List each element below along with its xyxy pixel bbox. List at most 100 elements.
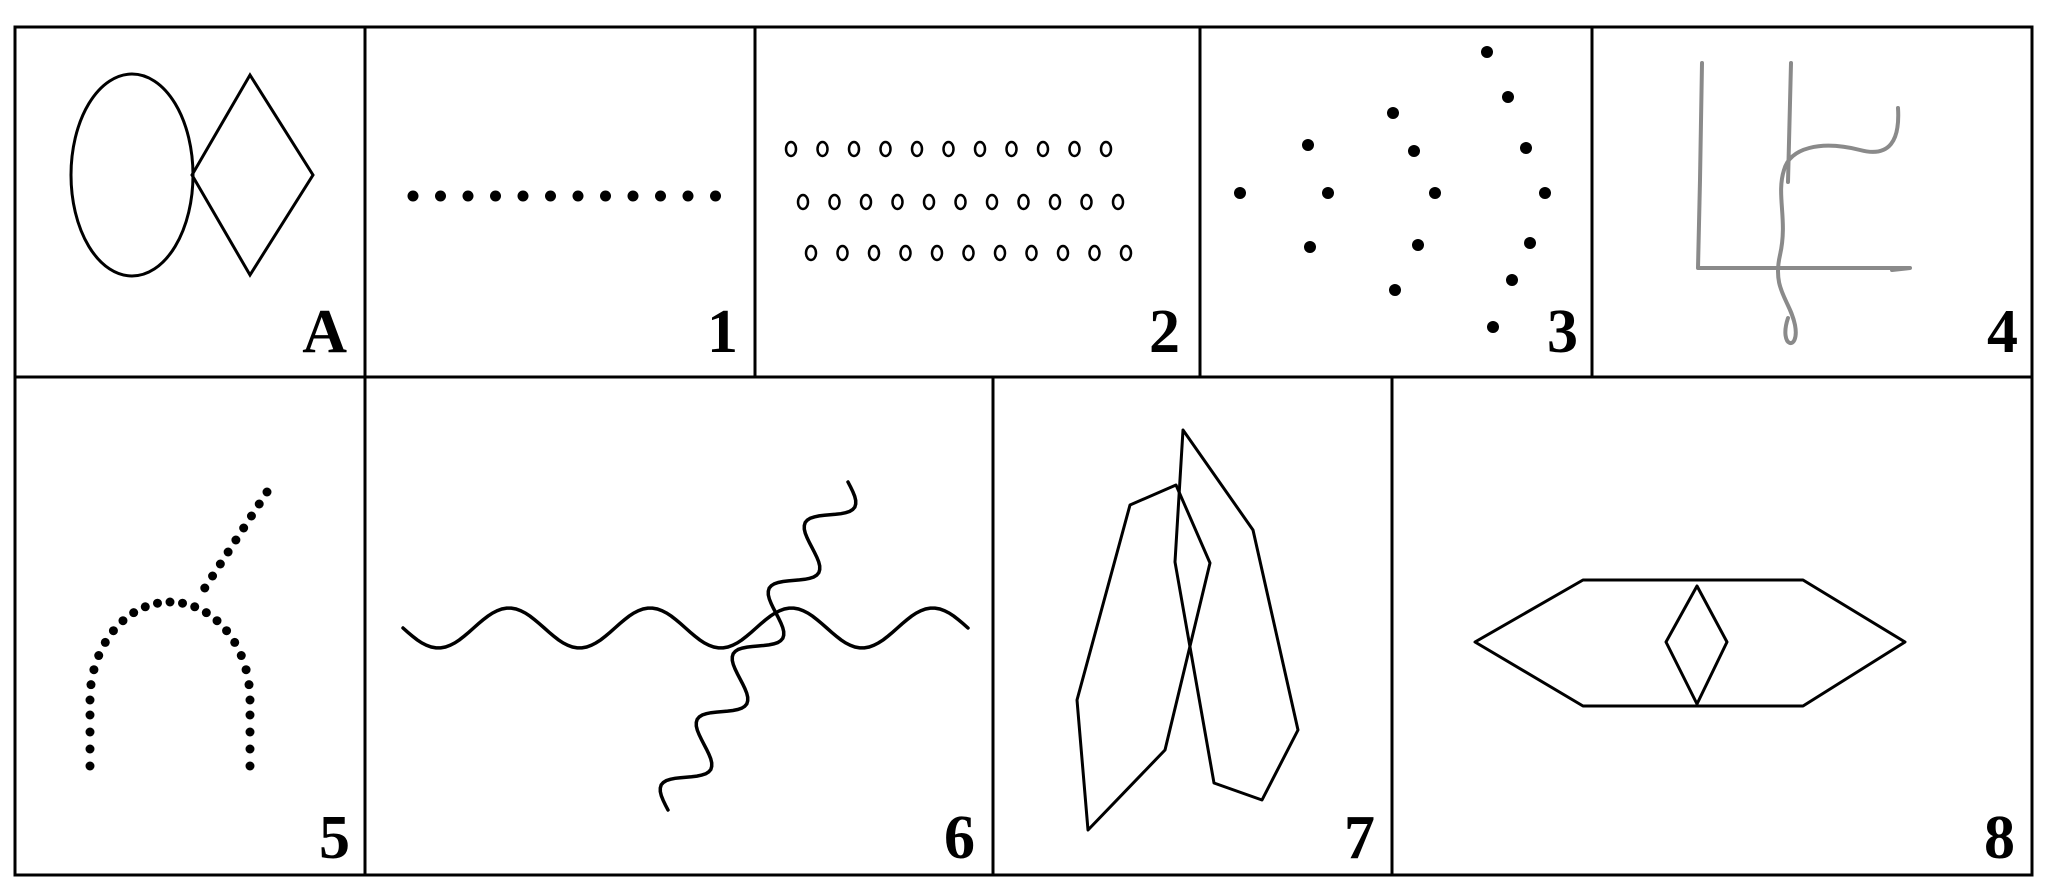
dot xyxy=(545,190,556,202)
panel-5 xyxy=(85,487,272,771)
small-circle xyxy=(1119,244,1133,262)
panel-label-7: 7 xyxy=(1344,804,1375,872)
dot xyxy=(1412,239,1424,251)
dot xyxy=(1304,241,1316,253)
dot xyxy=(165,597,175,607)
dot xyxy=(85,710,95,720)
dot xyxy=(1481,46,1493,58)
dot xyxy=(244,680,254,690)
dot xyxy=(435,190,446,202)
panel-3 xyxy=(1234,46,1551,333)
small-circle xyxy=(1099,140,1113,158)
dot xyxy=(152,598,162,608)
small-circle xyxy=(993,244,1007,262)
small-circle xyxy=(859,193,873,211)
small-circle xyxy=(985,193,999,211)
small-circle xyxy=(847,140,861,158)
dot xyxy=(129,608,139,618)
dot xyxy=(245,744,255,754)
dot xyxy=(212,616,222,626)
dot xyxy=(462,190,474,202)
dot xyxy=(1429,187,1441,199)
dot xyxy=(85,744,95,754)
panel-6 xyxy=(401,480,970,812)
dot xyxy=(108,626,118,636)
dot xyxy=(118,616,128,626)
small-circle xyxy=(804,244,818,262)
panel-label-5: 5 xyxy=(319,804,350,872)
panel-label-2: 2 xyxy=(1149,298,1180,366)
grid-outer-border xyxy=(13,25,2034,877)
sketch-comb xyxy=(1696,61,1912,272)
dot xyxy=(246,511,256,521)
dot xyxy=(1539,187,1551,199)
small-circle xyxy=(816,140,829,158)
dot xyxy=(1502,91,1514,103)
small-circle xyxy=(1005,140,1018,158)
panel-label-4: 4 xyxy=(1987,298,2018,366)
dot xyxy=(190,602,200,612)
panel-label-3: 3 xyxy=(1547,298,1578,366)
dot xyxy=(201,608,211,618)
dot xyxy=(1487,321,1499,333)
panel-a xyxy=(69,72,315,278)
dot xyxy=(231,535,241,545)
diamond-shape xyxy=(190,72,315,278)
dot xyxy=(89,665,99,675)
small-circle xyxy=(891,193,904,211)
long-hexagon xyxy=(1473,578,1907,708)
dot xyxy=(1408,145,1420,157)
hexagon-left xyxy=(1075,483,1212,832)
panel-2 xyxy=(784,140,1133,262)
dot xyxy=(1322,187,1334,199)
dot xyxy=(254,499,264,509)
dot xyxy=(245,710,255,720)
small-circle xyxy=(867,244,881,262)
grid-frame xyxy=(13,25,2034,877)
small-circle xyxy=(784,140,798,158)
small-circle xyxy=(796,193,810,211)
dot xyxy=(239,523,249,533)
small-circle xyxy=(973,140,987,158)
small-circle xyxy=(1036,140,1050,158)
small-circle xyxy=(954,193,967,211)
dot xyxy=(1234,187,1246,199)
small-circle xyxy=(1048,193,1062,211)
dot xyxy=(1520,142,1532,154)
dot xyxy=(200,583,210,593)
dot xyxy=(490,190,501,202)
small-circle xyxy=(1025,244,1038,262)
dot xyxy=(1387,107,1399,119)
dot xyxy=(710,190,721,202)
dot xyxy=(230,637,240,647)
dot xyxy=(241,665,251,675)
small-circle xyxy=(922,193,936,211)
dot xyxy=(1302,139,1314,151)
dot xyxy=(85,727,95,737)
dot xyxy=(517,190,529,202)
small-circle xyxy=(942,140,955,158)
dot xyxy=(600,190,611,202)
small-circle xyxy=(1068,140,1081,158)
small-circle xyxy=(836,244,849,262)
panel-label-1: 1 xyxy=(707,298,738,366)
dot xyxy=(208,571,218,581)
dot xyxy=(223,547,233,557)
dot xyxy=(627,190,639,202)
wavy-line-horizontal xyxy=(401,606,970,650)
small-circle xyxy=(910,140,924,158)
small-circle xyxy=(1017,193,1030,211)
dot xyxy=(140,602,150,612)
dot xyxy=(245,695,255,705)
dot xyxy=(245,727,255,737)
small-circle xyxy=(1088,244,1101,262)
dot xyxy=(1389,284,1401,296)
dot xyxy=(655,190,666,202)
hexagon-right xyxy=(1173,428,1300,802)
small-circle xyxy=(930,244,944,262)
dot xyxy=(86,680,96,690)
small-circle xyxy=(828,193,841,211)
dot xyxy=(262,487,272,497)
small-circle xyxy=(879,140,892,158)
